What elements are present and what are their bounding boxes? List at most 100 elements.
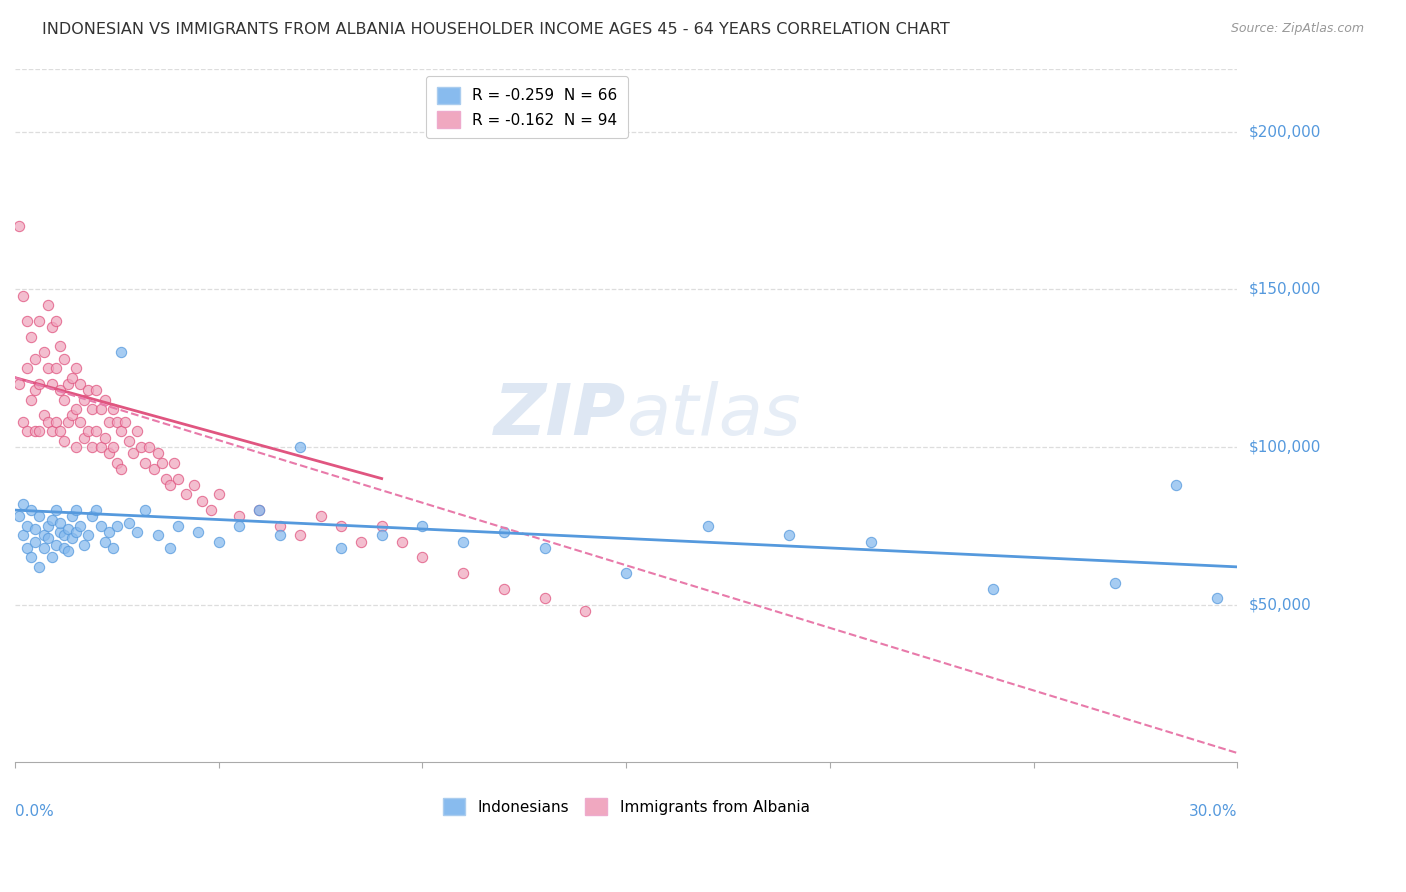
Point	[329, 519, 352, 533]
Point	[451, 534, 474, 549]
Point	[97, 525, 120, 540]
Point	[101, 402, 124, 417]
Point	[228, 509, 250, 524]
Point	[65, 525, 87, 540]
Point	[159, 478, 181, 492]
Point	[492, 525, 515, 540]
Point	[138, 440, 160, 454]
Point	[60, 532, 83, 546]
Point	[411, 519, 433, 533]
Point	[391, 534, 413, 549]
Point	[146, 528, 169, 542]
Point	[200, 503, 222, 517]
Point	[11, 415, 34, 429]
Text: INDONESIAN VS IMMIGRANTS FROM ALBANIA HOUSEHOLDER INCOME AGES 45 - 64 YEARS CORR: INDONESIAN VS IMMIGRANTS FROM ALBANIA HO…	[42, 22, 950, 37]
Point	[329, 541, 352, 555]
Point	[15, 361, 38, 376]
Point	[90, 402, 112, 417]
Point	[15, 314, 38, 328]
Point	[90, 440, 112, 454]
Text: atlas: atlas	[626, 381, 801, 450]
Point	[1205, 591, 1227, 606]
Point	[20, 503, 42, 517]
Point	[52, 351, 75, 366]
Point	[101, 440, 124, 454]
Point	[41, 512, 63, 526]
Point	[174, 487, 197, 501]
Point	[15, 519, 38, 533]
Point	[82, 509, 104, 524]
Point	[269, 528, 291, 542]
Point	[208, 534, 231, 549]
Point	[28, 509, 51, 524]
Point	[122, 446, 145, 460]
Point	[981, 582, 1004, 596]
Point	[49, 424, 72, 438]
Point	[142, 462, 165, 476]
Point	[32, 528, 55, 542]
Point	[614, 566, 637, 581]
Text: 30.0%: 30.0%	[1188, 804, 1237, 819]
Point	[37, 415, 59, 429]
Point	[77, 424, 100, 438]
Text: 0.0%: 0.0%	[15, 804, 53, 819]
Point	[69, 376, 91, 391]
Point	[60, 509, 83, 524]
Point	[45, 538, 67, 552]
Point	[1164, 478, 1187, 492]
Point	[56, 522, 79, 536]
Point	[290, 440, 312, 454]
Point	[86, 424, 108, 438]
Point	[370, 519, 392, 533]
Point	[20, 392, 42, 407]
Point	[52, 541, 75, 555]
Point	[11, 497, 34, 511]
Point	[65, 503, 87, 517]
Point	[28, 424, 51, 438]
Point	[11, 288, 34, 302]
Point	[191, 493, 214, 508]
Point	[56, 415, 79, 429]
Point	[228, 519, 250, 533]
Point	[110, 424, 132, 438]
Point	[65, 361, 87, 376]
Point	[86, 503, 108, 517]
Text: ZIP: ZIP	[494, 381, 626, 450]
Point	[65, 440, 87, 454]
Point	[696, 519, 718, 533]
Point	[24, 351, 46, 366]
Point	[37, 361, 59, 376]
Point	[41, 376, 63, 391]
Point	[8, 376, 31, 391]
Point	[93, 534, 115, 549]
Point	[28, 376, 51, 391]
Point	[49, 383, 72, 397]
Point	[350, 534, 373, 549]
Point	[49, 525, 72, 540]
Point	[73, 538, 96, 552]
Point	[110, 462, 132, 476]
Point	[778, 528, 800, 542]
Point	[41, 550, 63, 565]
Point	[411, 550, 433, 565]
Point	[208, 487, 231, 501]
Point	[105, 456, 128, 470]
Point	[110, 345, 132, 359]
Point	[134, 503, 156, 517]
Point	[93, 392, 115, 407]
Point	[290, 528, 312, 542]
Point	[60, 370, 83, 384]
Text: Source: ZipAtlas.com: Source: ZipAtlas.com	[1230, 22, 1364, 36]
Point	[49, 516, 72, 530]
Point	[574, 604, 596, 618]
Point	[249, 503, 271, 517]
Point	[146, 446, 169, 460]
Text: $50,000: $50,000	[1249, 598, 1310, 612]
Point	[77, 383, 100, 397]
Point	[127, 424, 149, 438]
Point	[90, 519, 112, 533]
Point	[97, 446, 120, 460]
Point	[32, 345, 55, 359]
Point	[28, 314, 51, 328]
Point	[24, 522, 46, 536]
